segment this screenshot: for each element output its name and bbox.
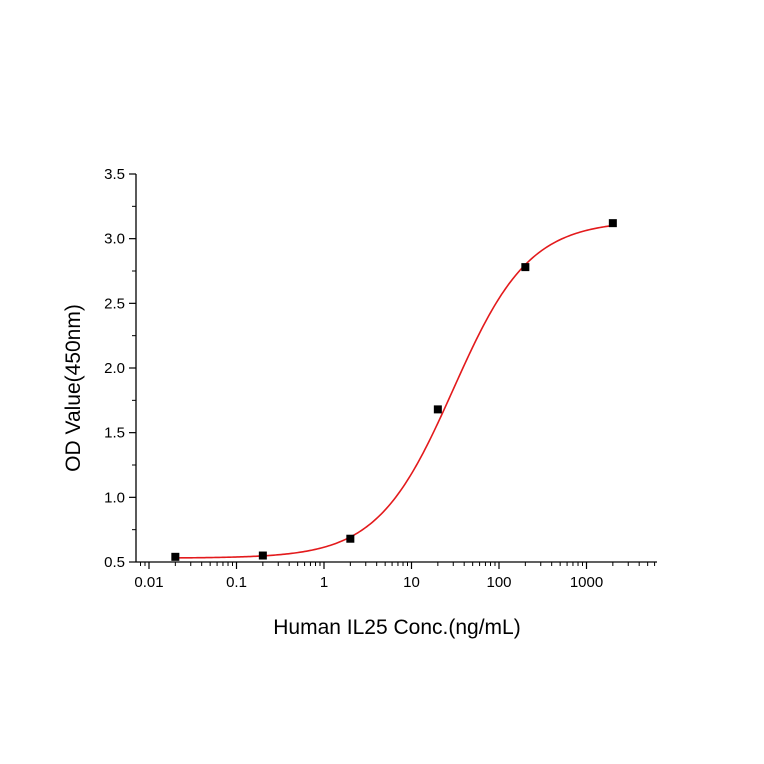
data-point xyxy=(433,405,442,414)
data-point xyxy=(346,534,355,543)
y-tick-label: 2.0 xyxy=(104,360,125,377)
y-tick-label: 3.5 xyxy=(104,166,125,183)
x-tick-label: 1 xyxy=(320,574,328,591)
data-point xyxy=(608,219,617,228)
y-tick-label: 1.0 xyxy=(104,489,125,506)
data-point xyxy=(521,263,530,272)
x-tick-label: 0.1 xyxy=(226,574,247,591)
x-tick-label: 10 xyxy=(403,574,420,591)
y-tick-label: 3.0 xyxy=(104,231,125,248)
y-tick-label: 1.5 xyxy=(104,425,125,442)
fit-curve-group xyxy=(175,224,613,559)
y-tick-label: 0.5 xyxy=(104,554,125,571)
x-tick-label: 0.01 xyxy=(134,574,163,591)
y-axis-title: OD Value(450nm) xyxy=(62,304,85,472)
y-tick-label: 2.5 xyxy=(104,295,125,312)
axes: 0.5 1.0 1.5 2.0 2.5 3.0 3.5 0.01 0.1 1 10 100 1000 xyxy=(104,166,657,591)
x-tick-label: 100 xyxy=(486,574,511,591)
data-point xyxy=(171,552,180,561)
x-tick-label: 1000 xyxy=(570,574,603,591)
data-point xyxy=(258,551,267,560)
x-axis-title: Human IL25 Conc.(ng/mL) xyxy=(273,616,520,639)
fit-curve xyxy=(175,224,613,559)
data-points xyxy=(171,219,617,561)
